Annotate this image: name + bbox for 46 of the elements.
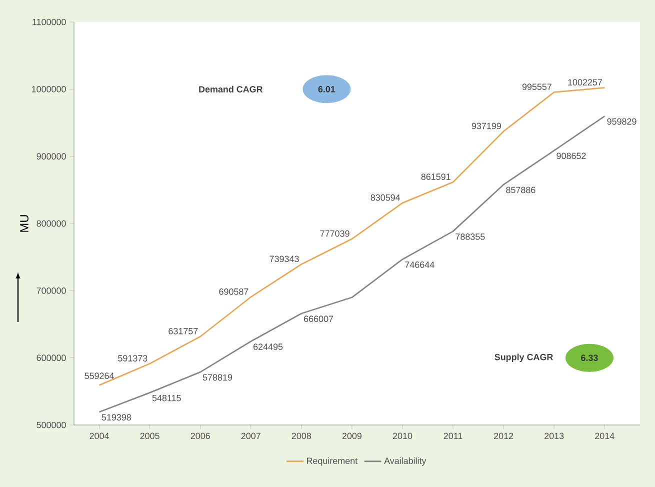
data-label: 788355 [456, 234, 485, 240]
data-label: 519398 [102, 414, 131, 421]
annotation: Demand CAGR [199, 86, 263, 92]
x-tick-label: 2012 [494, 432, 514, 440]
legend-label: Availability [384, 457, 426, 466]
data-label: 857886 [506, 186, 536, 194]
data-label: 690587 [219, 288, 248, 295]
data-label: 548115 [152, 394, 181, 402]
data-label: 959829 [607, 118, 636, 125]
y-tick-label: 1000000 [32, 86, 66, 92]
data-label: 746644 [405, 262, 434, 268]
annotation: Supply CAGR [494, 354, 553, 362]
y-tick-label: 1100000 [32, 18, 66, 26]
annotation: 6.01 [318, 86, 336, 92]
data-label: 578819 [202, 374, 232, 381]
y-axis-title: MU [20, 215, 28, 232]
x-tick-label: 2008 [292, 432, 311, 440]
data-label: 830594 [370, 194, 400, 201]
data-label: 739343 [270, 256, 299, 262]
x-tick-label: 2013 [544, 432, 564, 440]
data-label: 908652 [556, 152, 586, 160]
y-tick-label: 600000 [36, 354, 66, 362]
annotation: 6.33 [581, 354, 598, 362]
x-tick-label: 2009 [342, 432, 362, 440]
x-tick-label: 2014 [595, 432, 614, 440]
x-tick-label: 2005 [140, 432, 160, 440]
x-tick-label: 2007 [241, 432, 260, 440]
data-label: 1002257 [568, 79, 602, 86]
y-tick-label: 900000 [36, 153, 66, 160]
data-label: 559264 [84, 372, 114, 380]
data-label: 937199 [472, 122, 501, 130]
y-tick-label: 500000 [36, 422, 66, 428]
legend-label: Requirement [306, 457, 358, 466]
y-tick-label: 700000 [36, 287, 66, 294]
data-label: 777039 [320, 230, 350, 237]
data-label: 861591 [421, 174, 450, 180]
data-label: 666007 [304, 316, 334, 322]
data-label: 624495 [254, 344, 283, 350]
x-tick-label: 2004 [90, 432, 109, 440]
x-tick-label: 2011 [444, 432, 462, 440]
x-tick-label: 2006 [190, 432, 210, 440]
data-label: 995557 [522, 84, 552, 90]
y-tick-label: 800000 [36, 220, 66, 227]
data-label: 591373 [118, 355, 148, 362]
data-label: 631757 [168, 328, 198, 334]
x-tick-label: 2010 [392, 432, 412, 440]
